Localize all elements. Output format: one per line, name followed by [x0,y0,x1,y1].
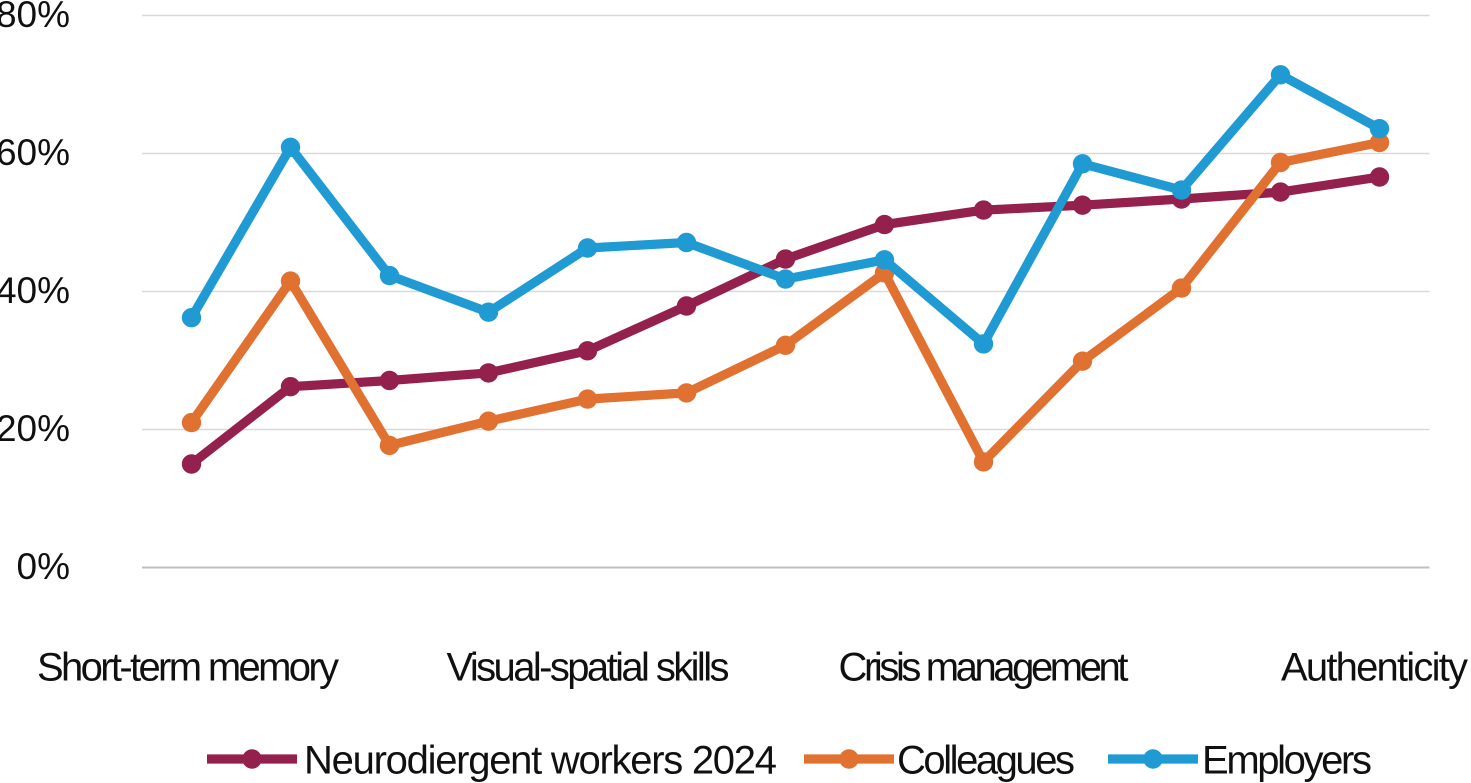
svg-text:Crisis management: Crisis management [839,646,1129,690]
svg-text:Employers: Employers [1202,739,1372,783]
svg-text:Neurodiergent workers 2024: Neurodiergent workers 2024 [304,739,777,783]
svg-text:40%: 40% [0,270,70,311]
svg-text:20%: 20% [0,408,70,449]
svg-text:Short-term memory: Short-term memory [37,646,339,690]
svg-text:Visual-spatial skills: Visual-spatial skills [447,646,730,690]
svg-text:0%: 0% [17,546,70,587]
svg-text:Colleagues: Colleagues [897,739,1075,783]
svg-text:60%: 60% [0,132,70,173]
svg-text:80%: 80% [0,0,70,35]
svg-text:Authenticity: Authenticity [1281,646,1468,690]
